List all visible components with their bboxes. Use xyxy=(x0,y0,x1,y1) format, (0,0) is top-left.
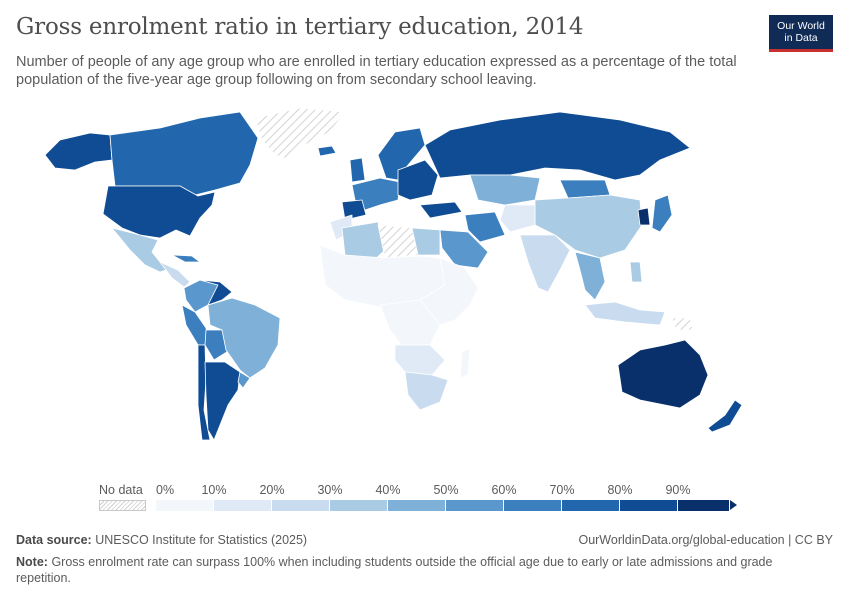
legend-tick-label: 90% xyxy=(665,483,691,497)
legend-no-data-label: No data xyxy=(99,483,143,497)
map-region-libya[interactable] xyxy=(377,224,419,259)
logo-line-1: Our World xyxy=(777,20,825,32)
map-region-united-kingdom[interactable] xyxy=(349,157,366,183)
map-region-central-america[interactable] xyxy=(159,261,191,288)
legend-bin[interactable] xyxy=(504,500,562,511)
map-region-chile[interactable] xyxy=(197,344,211,441)
map-region-iceland[interactable] xyxy=(317,145,337,157)
map-region-greenland[interactable] xyxy=(254,107,346,161)
map-region-new-zealand[interactable] xyxy=(707,399,743,433)
legend-bin[interactable] xyxy=(388,500,446,511)
legend-bin[interactable] xyxy=(272,500,330,511)
data-source-label: Data source: xyxy=(16,533,92,547)
map-region-spain[interactable] xyxy=(341,199,367,221)
map-region-caribbean[interactable] xyxy=(171,254,201,263)
map-region-east-africa[interactable] xyxy=(419,257,479,326)
legend-tick-label: 50% xyxy=(433,483,459,497)
legend-bin[interactable] xyxy=(214,500,272,511)
owid-logo[interactable]: Our World in Data xyxy=(769,15,833,52)
map-region-south-korea[interactable] xyxy=(637,207,651,226)
legend-tick-label: 0% xyxy=(156,483,175,497)
map-region-alaska[interactable] xyxy=(44,132,113,171)
legend-tick-label: 10% xyxy=(201,483,227,497)
legend-tick-label: 40% xyxy=(375,483,401,497)
legend: No data 0% 10% 20% 30% 40% 50% 60% 70% 80% 90% xyxy=(0,478,850,518)
map-region-papua-new-guinea[interactable] xyxy=(671,317,694,331)
map-region-saudi-arabia[interactable] xyxy=(439,229,489,269)
map-region-india[interactable] xyxy=(519,234,571,293)
map-region-iran[interactable] xyxy=(464,211,506,243)
map-region-central-asia[interactable] xyxy=(499,204,536,233)
map-region-kazakhstan[interactable] xyxy=(469,174,541,206)
data-source: Data source: UNESCO Institute for Statis… xyxy=(16,533,307,547)
map-region-turkey[interactable] xyxy=(419,201,463,219)
map-region-madagascar[interactable] xyxy=(459,347,471,379)
map-region-china[interactable] xyxy=(534,194,643,259)
map-region-australia[interactable] xyxy=(617,339,709,409)
map-region-south-africa[interactable] xyxy=(404,371,449,411)
map-region-eastern-europe[interactable] xyxy=(397,159,439,201)
map-region-brazil[interactable] xyxy=(207,297,281,379)
map-region-scandinavia[interactable] xyxy=(377,127,426,181)
note-text: Gross enrolment rate can surpass 100% wh… xyxy=(16,555,773,585)
map-region-canada[interactable] xyxy=(109,111,259,196)
legend-arrow xyxy=(730,500,737,510)
world-map[interactable] xyxy=(0,100,850,480)
legend-bin[interactable] xyxy=(330,500,388,511)
map-region-russia[interactable] xyxy=(424,111,691,181)
map-region-egypt[interactable] xyxy=(411,227,441,256)
note-label: Note: xyxy=(16,555,48,569)
map-region-united-states[interactable] xyxy=(102,185,216,239)
data-source-text[interactable]: UNESCO Institute for Statistics (2025) xyxy=(95,533,308,547)
legend-tick-label: 70% xyxy=(549,483,575,497)
map-region-japan[interactable] xyxy=(651,194,673,233)
map-region-indonesia[interactable] xyxy=(584,301,666,326)
legend-bin[interactable] xyxy=(446,500,504,511)
legend-tick-label: 80% xyxy=(607,483,633,497)
map-region-uruguay[interactable] xyxy=(237,371,251,389)
site-link[interactable]: OurWorldinData.org/global-education | CC… xyxy=(578,533,833,547)
legend-no-data-swatch[interactable] xyxy=(99,500,146,511)
map-region-venezuela[interactable] xyxy=(199,279,233,306)
legend-bin[interactable] xyxy=(562,500,620,511)
legend-bin[interactable] xyxy=(620,500,678,511)
legend-tick-label: 20% xyxy=(259,483,285,497)
map-region-philippines[interactable] xyxy=(629,261,643,283)
map-region-southeast-asia[interactable] xyxy=(574,251,606,301)
map-region-algeria[interactable] xyxy=(341,221,386,263)
logo-line-2: in Data xyxy=(784,32,818,44)
chart-note: Note: Gross enrolment rate can surpass 1… xyxy=(16,554,816,586)
chart-subtitle: Number of people of any age group who ar… xyxy=(16,54,737,88)
legend-tick-label: 60% xyxy=(491,483,517,497)
legend-bin[interactable] xyxy=(156,500,214,511)
map-region-argentina[interactable] xyxy=(204,361,241,441)
chart-title: Gross enrolment ratio in tertiary educat… xyxy=(16,14,584,40)
map-region-southern-central-africa[interactable] xyxy=(394,344,446,376)
legend-tick-label: 30% xyxy=(317,483,343,497)
legend-bin[interactable] xyxy=(678,500,730,511)
